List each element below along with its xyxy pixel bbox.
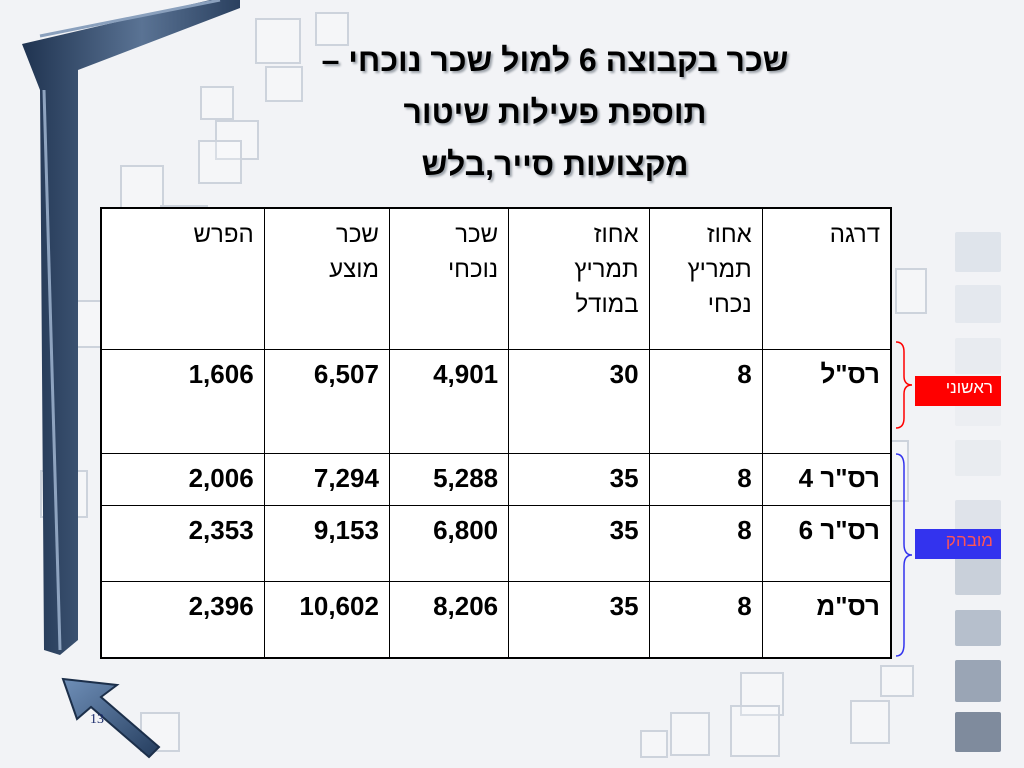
title-line-1: שכר בקבוצה 6 למול שכר נוכחי –	[321, 42, 789, 78]
arrow-icon	[61, 677, 161, 759]
table-row: רס"ל 8 30 4,901 6,507 1,606	[100, 349, 892, 455]
decor-square	[640, 730, 668, 758]
header-text: נכחי	[707, 291, 752, 318]
cell-rank: רס"ל	[761, 349, 892, 455]
header-rank: דרגה	[761, 207, 892, 351]
header-text: שכר	[336, 221, 379, 248]
decor-square	[255, 18, 301, 64]
cell-difference: 2,396	[100, 581, 265, 659]
page-number: 13	[90, 712, 104, 727]
group-label-first: ראשוני	[915, 376, 1001, 406]
cell-model-pct: 35	[508, 453, 650, 507]
cell-difference: 1,606	[100, 349, 265, 455]
cell-rank: רס"מ	[761, 581, 892, 659]
cell-model-pct: 30	[508, 349, 650, 455]
decor-stripe	[955, 712, 1001, 752]
title-line-2: תוספת פעילות שיטור	[403, 94, 707, 130]
header-text: שכר	[455, 221, 499, 248]
cell-proposed-salary: 7,294	[263, 453, 390, 507]
slide-title: שכר בקבוצה 6 למול שכר נוכחי – תוספת פעיל…	[230, 34, 880, 190]
header-difference: הפרש	[100, 207, 265, 351]
table-header-row: דרגה אחוז תמריץ נכחי אחוז תמריץ במודל שכ…	[100, 207, 892, 351]
table-row: רס"ר 6 8 35 6,800 9,153 2,353	[100, 505, 892, 583]
cell-difference: 2,353	[100, 505, 265, 583]
decor-square	[880, 665, 914, 697]
header-text: אחוז	[706, 221, 752, 248]
header-text: תמריץ	[687, 256, 752, 283]
decor-stripe	[955, 232, 1001, 272]
cell-current-pct: 8	[648, 581, 763, 659]
decor-square	[740, 672, 784, 716]
decor-stripe	[955, 440, 1001, 476]
cell-rank: רס"ר 4	[761, 453, 892, 507]
header-model-incentive-pct: אחוז תמריץ במודל	[508, 207, 650, 351]
cell-difference: 2,006	[100, 453, 265, 507]
slide-logo-shape	[22, 0, 240, 655]
decor-square	[670, 712, 710, 756]
decor-stripe	[955, 555, 1001, 595]
cell-current-salary: 6,800	[388, 505, 510, 583]
decor-stripe	[955, 338, 1001, 374]
cell-proposed-salary: 10,602	[263, 581, 390, 659]
cell-current-salary: 5,288	[388, 453, 510, 507]
decor-square	[120, 165, 164, 209]
decor-stripe	[955, 660, 1001, 702]
cell-model-pct: 35	[508, 581, 650, 659]
decor-square	[200, 86, 234, 120]
decor-stripe	[955, 285, 1001, 323]
cell-proposed-salary: 6,507	[263, 349, 390, 455]
header-current-salary: שכר נוכחי	[388, 207, 510, 351]
header-text: תמריץ	[574, 256, 639, 283]
brace-first-icon	[895, 341, 913, 429]
title-line-3: מקצועות סייר,בלש	[421, 146, 689, 182]
table-row: רס"ר 4 8 35 5,288 7,294 2,006	[100, 453, 892, 507]
cell-current-pct: 8	[648, 453, 763, 507]
decor-square	[895, 268, 927, 314]
salary-table: דרגה אחוז תמריץ נכחי אחוז תמריץ במודל שכ…	[100, 207, 892, 659]
decor-square	[198, 140, 242, 184]
cell-current-pct: 8	[648, 349, 763, 455]
decor-square	[265, 66, 303, 102]
cell-model-pct: 35	[508, 505, 650, 583]
group-label-expert: מובהק	[915, 529, 1001, 559]
cell-current-salary: 4,901	[388, 349, 510, 455]
header-text: מוצע	[329, 256, 379, 283]
header-text: במודל	[575, 291, 639, 318]
decor-stripe	[955, 610, 1001, 646]
cell-current-salary: 8,206	[388, 581, 510, 659]
header-text: אחוז	[593, 221, 639, 248]
cell-rank: רס"ר 6	[761, 505, 892, 583]
header-text: דרגה	[829, 221, 880, 248]
decor-square	[315, 12, 349, 46]
cell-proposed-salary: 9,153	[263, 505, 390, 583]
decor-square	[730, 705, 780, 757]
header-current-incentive-pct: אחוז תמריץ נכחי	[648, 207, 763, 351]
header-text: הפרש	[193, 221, 254, 248]
cell-current-pct: 8	[648, 505, 763, 583]
brace-expert-icon	[895, 453, 913, 657]
decor-square	[850, 700, 890, 744]
header-proposed-salary: שכר מוצע	[263, 207, 390, 351]
table-row: רס"מ 8 35 8,206 10,602 2,396	[100, 581, 892, 659]
header-text: נוכחי	[447, 256, 499, 283]
